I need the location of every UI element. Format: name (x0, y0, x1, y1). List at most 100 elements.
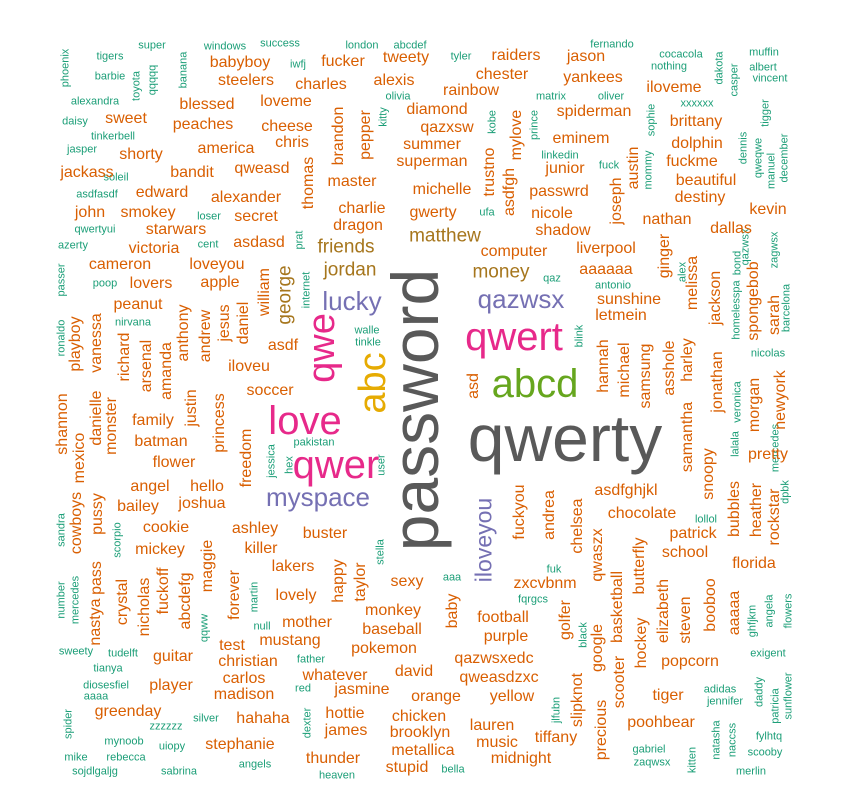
cloud-word: poop (92, 277, 118, 290)
cloud-word: guitar (152, 648, 194, 665)
cloud-word: richard (116, 332, 133, 382)
cloud-word: mother (282, 614, 332, 631)
cloud-word: whatever (302, 667, 368, 684)
cloud-word: jesus (216, 304, 233, 342)
cloud-word: sweety (58, 645, 94, 658)
cloud-word: fernando (590, 38, 634, 51)
cloud-word: diosesfiel (83, 679, 129, 692)
cloud-word: sexy (390, 573, 424, 590)
cloud-word: jackson (707, 270, 724, 326)
cloud-word: null (253, 620, 271, 633)
cloud-word: flower (152, 454, 196, 471)
cloud-word: zagwsx (768, 231, 781, 269)
cloud-word: george (274, 265, 296, 325)
cloud-word: eminem (552, 130, 610, 147)
cloud-word: red (295, 682, 311, 695)
cloud-word: football (477, 609, 529, 626)
cloud-word: hottie (325, 705, 365, 722)
cloud-word: morgan (746, 377, 763, 433)
cloud-word: james (324, 722, 368, 739)
cloud-word: gwerty (409, 204, 457, 221)
cloud-word: shorty (119, 146, 163, 163)
cloud-word: daniel (235, 301, 252, 345)
cloud-word: asd (465, 373, 482, 399)
cloud-word: pakistan (293, 436, 335, 449)
cloud-word: tyler (450, 50, 472, 63)
cloud-word: nicole (531, 205, 573, 222)
cloud-word: midnight (490, 750, 552, 767)
cloud-word: metallica (391, 742, 455, 759)
cloud-word: kitten (686, 746, 699, 774)
cloud-word: natasha (710, 720, 723, 760)
cloud-word: anthony (175, 304, 192, 362)
cloud-word: scooby (747, 746, 783, 759)
cloud-word: pepper (357, 110, 374, 160)
cloud-word: bailey (117, 498, 159, 515)
cloud-word: secret (234, 208, 278, 225)
cloud-word: bubbles (726, 480, 743, 538)
cloud-word: kitty (377, 107, 390, 127)
cloud-word: sunshine (596, 291, 662, 308)
cloud-word: asdasd (233, 234, 285, 251)
cloud-word: azerty (58, 239, 88, 252)
cloud-word: albert (749, 61, 777, 74)
cloud-word: mike (64, 751, 88, 764)
cloud-word: lollol (694, 513, 718, 526)
cloud-word: madison (213, 686, 275, 703)
cloud-word: zzzzzz (149, 720, 183, 733)
cloud-word: maggie (199, 539, 216, 593)
cloud-word: apple (200, 274, 240, 291)
cloud-word: mexico (71, 432, 88, 484)
cloud-word: number (55, 581, 68, 619)
cloud-word: stella (374, 539, 387, 565)
cloud-word: windows (203, 40, 247, 53)
cloud-word: sabrina (160, 765, 198, 778)
cloud-word: tigers (96, 50, 124, 63)
cloud-word: brittany (669, 113, 723, 130)
cloud-word: prince (528, 110, 541, 140)
cloud-word: tudelft (108, 647, 138, 660)
cloud-word: december (778, 133, 791, 183)
cloud-word: qazxsw (420, 119, 474, 136)
cloud-word: daisy (62, 115, 88, 128)
cloud-word: loveyou (189, 256, 245, 273)
cloud-word: joseph (608, 177, 625, 225)
cloud-word: blink (573, 324, 586, 348)
cloud-word: steelers (217, 72, 275, 89)
cloud-word: family (132, 412, 174, 429)
cloud-word: matthew (409, 225, 481, 247)
cloud-word: mercedes (69, 575, 82, 625)
cloud-word: antonio (594, 279, 632, 292)
cloud-word: raiders (491, 47, 541, 64)
cloud-word: oliver (597, 90, 625, 103)
cloud-word: aaaa (83, 690, 109, 703)
cloud-word: baby (444, 593, 461, 629)
cloud-word: chicken (391, 708, 447, 725)
cloud-word: golfer (557, 599, 574, 641)
cloud-word: ufa (479, 206, 495, 219)
cloud-word: yankees (563, 69, 623, 86)
cloud-word: asdfgh (501, 167, 518, 217)
cloud-word: buster (302, 525, 348, 542)
cloud-word: jasper (67, 143, 97, 156)
cloud-word: chocolate (607, 505, 677, 522)
cloud-word: hahaha (236, 710, 290, 727)
cloud-word: cameron (88, 256, 152, 273)
cloud-word: austin (625, 146, 642, 190)
cloud-word: charles (295, 76, 347, 93)
cloud-word: abcdef (393, 39, 427, 52)
cloud-word: cheese (261, 118, 313, 135)
cloud-word: jennifer (706, 695, 744, 708)
cloud-word: crystal (114, 578, 131, 626)
cloud-word: alexandra (70, 95, 120, 108)
cloud-word: joshua (178, 495, 226, 512)
cloud-word: adidas (703, 683, 737, 696)
cloud-word: lovers (129, 275, 173, 292)
cloud-word: spongebob (745, 261, 762, 341)
cloud-word: linkedin (541, 149, 579, 162)
cloud-word: amanda (158, 342, 175, 400)
cloud-word: purple (483, 628, 529, 645)
cloud-word: barbie (94, 70, 126, 83)
cloud-word: fuckyou (511, 484, 528, 540)
cloud-word: fucker (321, 53, 365, 70)
